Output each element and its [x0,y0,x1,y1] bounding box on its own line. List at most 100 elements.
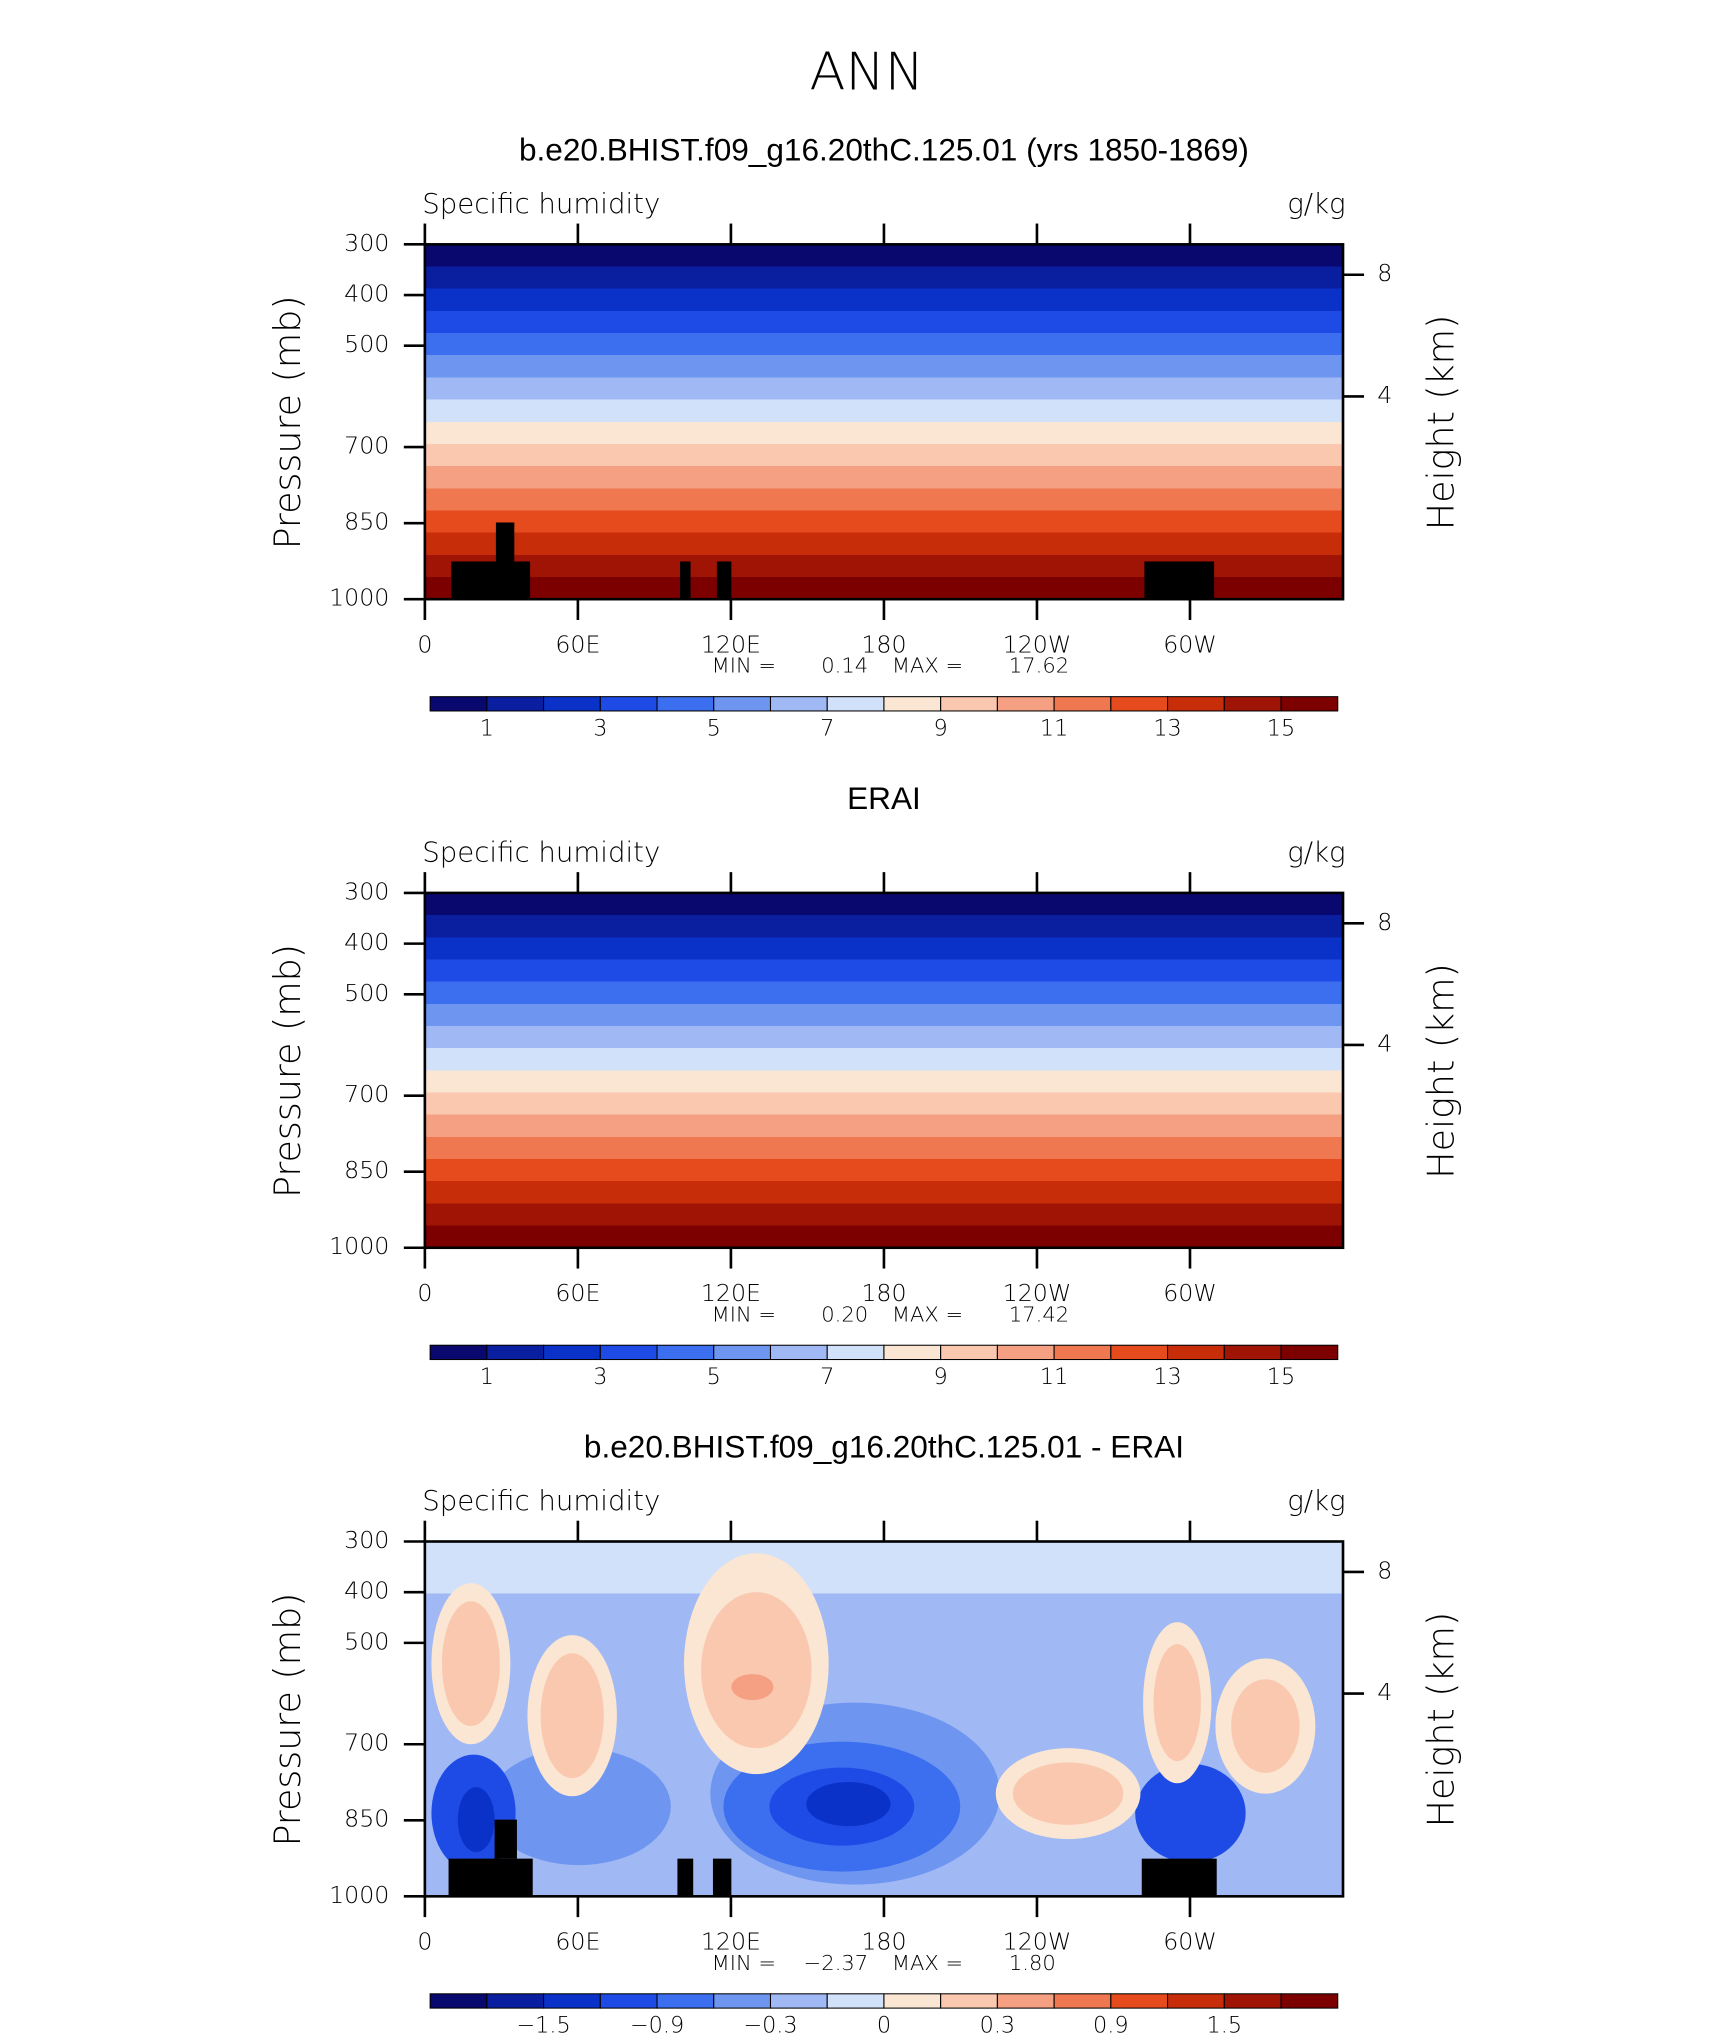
colorbar-label: 11 [1040,716,1068,742]
y2-tick-label: 4 [1377,1030,1392,1058]
y-tick-label: 400 [344,1577,389,1605]
mountain [712,1858,732,1897]
field [424,892,1344,1248]
field [424,244,1344,600]
y-tick-label: 300 [344,878,389,906]
colorbar-box [1280,1993,1339,2009]
colorbar-label: 1.5 [1207,2013,1243,2038]
min-label: MIN = [712,654,776,678]
colorbar-label: 5 [707,1364,721,1390]
panel-title: ERAI [847,781,921,816]
y-tick-label: 1000 [329,1881,389,1909]
y2-axis-label: Height (km) [1419,1612,1462,1828]
field-blob [731,1674,774,1701]
colorbar-box [996,1993,1055,2009]
colorbar-label: 0 [877,2013,891,2038]
colorbar-box [769,1344,828,1361]
mountain [451,561,531,600]
colorbar-box [1223,1344,1282,1361]
colorbar-box [656,1344,715,1361]
field-blob [441,1601,500,1727]
y2-tick-label: 8 [1377,259,1392,287]
y2-tick-label: 8 [1377,908,1392,936]
x-tick-label: 120W [1003,631,1072,659]
colorbar-box [769,696,828,712]
colorbar-label: 15 [1267,1364,1295,1390]
field-blob [1135,1763,1246,1863]
y-tick-label: 500 [344,979,389,1007]
colorbar-box [826,696,885,712]
x-tick-label: 0 [417,1928,432,1956]
min-value: −2.37 [804,1951,868,1975]
x-tick-label: 180 [861,631,906,659]
colorbar-label: 9 [934,716,948,742]
panel-title: b.e20.BHIST.f09_g16.20thC.125.01 (yrs 18… [519,132,1249,167]
colorbar-box [713,1344,772,1361]
colorbar-box [996,1344,1055,1361]
mountain [1141,1858,1217,1897]
max-label: MAX = [892,1302,963,1326]
colorbar-box [599,1344,658,1361]
y-tick-label: 300 [344,1526,389,1554]
right-label: g/kg [1287,838,1345,869]
colorbar-label: −0.3 [743,2013,797,2038]
colorbar-box [1167,1993,1225,2009]
mountain [448,1858,533,1897]
colorbar-label: 3 [593,1364,607,1390]
field-blob [1012,1762,1124,1825]
colorbar-box [996,696,1055,712]
field-blob [806,1781,891,1827]
colorbar-label: 0.3 [980,2013,1016,2038]
mountain [1144,561,1215,600]
colorbar-label: 5 [707,716,721,742]
min-label: MIN = [712,1951,776,1975]
colorbar-box [656,1993,715,2009]
colorbar-box [940,696,998,712]
mountain [680,561,691,600]
left-label: Specific humidity [422,838,660,869]
colorbar-box [599,696,658,712]
y-tick-label: 700 [344,432,389,460]
colorbar-box [883,696,942,712]
colorbar-box [1223,696,1282,712]
colorbar-label: 15 [1267,716,1295,742]
x-tick-label: 60W [1163,1279,1217,1307]
y-axis-label: Pressure (mb) [266,295,309,549]
y-tick-label: 700 [344,1080,389,1108]
colorbar-box [883,1993,942,2009]
colorbar-box [883,1344,942,1361]
colorbar-box [713,1993,772,2009]
max-value: 17.42 [1009,1302,1069,1326]
y2-tick-label: 8 [1377,1556,1392,1584]
colorbar-box [1280,1344,1339,1361]
x-tick-label: 180 [861,1279,906,1307]
right-label: g/kg [1287,1486,1345,1517]
right-label: g/kg [1287,189,1345,220]
colorbar-box [429,1993,488,2009]
colorbar-box [599,1993,658,2009]
colorbar-label: 9 [934,1364,948,1390]
x-tick-label: 60E [555,1928,600,1956]
colorbar-box [543,1344,601,1361]
y-tick-label: 400 [344,280,389,308]
y-tick-label: 400 [344,928,389,956]
y-tick-label: 850 [344,1156,389,1184]
colorbar-box [543,696,601,712]
y-tick-label: 850 [344,1805,389,1833]
y2-axis-label: Height (km) [1419,963,1462,1179]
x-tick-label: 60W [1163,631,1217,659]
min-value: 0.20 [821,1302,868,1326]
colorbar-label: 0.9 [1093,2013,1129,2038]
colorbar-box [826,1993,885,2009]
colorbar-box [769,1993,828,2009]
colorbar-label: −0.9 [630,2013,684,2038]
colorbar-box [1053,1993,1112,2009]
colorbar-label: 13 [1153,1364,1181,1390]
colorbar-box [1053,696,1112,712]
min-label: MIN = [712,1302,776,1326]
field-blob [1153,1644,1201,1762]
y-tick-label: 1000 [329,584,389,612]
max-label: MAX = [892,1951,963,1975]
x-tick-label: 60W [1163,1928,1217,1956]
max-value: 1.80 [1009,1951,1056,1975]
